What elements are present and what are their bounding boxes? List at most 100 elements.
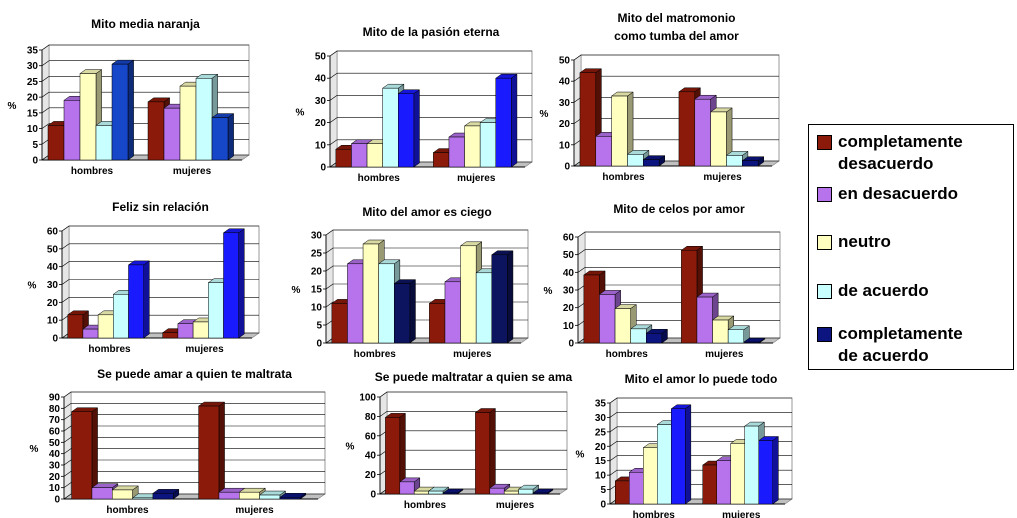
y-tick-label: 70 (49, 415, 61, 426)
bar (642, 155, 666, 167)
y-axis-label: % (8, 101, 17, 112)
bar-front (163, 107, 181, 161)
bar-front (335, 148, 352, 168)
y-tick-label: 25 (595, 427, 607, 438)
bar-front (629, 472, 644, 505)
legend-swatch (817, 327, 832, 342)
bar-front (489, 487, 505, 495)
bar (670, 404, 692, 505)
bar-front (223, 232, 239, 339)
legend-swatch (817, 284, 832, 299)
gridline-side (63, 459, 72, 466)
bar (474, 408, 497, 495)
bar (197, 401, 226, 500)
bar-front (475, 272, 492, 344)
bar-front (460, 245, 477, 344)
y-tick-label: 0 (370, 490, 376, 501)
y-tick-label: 0 (32, 156, 38, 167)
y-tick-label: 5 (32, 140, 38, 151)
y-tick-label: 10 (563, 321, 575, 332)
bar-side (218, 401, 225, 500)
chart-7: Se puede amar a quien te maltrata 0102030… (30, 367, 326, 516)
x-category-label: hombres (633, 510, 676, 518)
gridline-side (577, 267, 586, 273)
x-category-label: mujeres (496, 500, 535, 511)
gridline-side (577, 231, 586, 238)
chart-title: Se puede amar a quien te maltrata (97, 367, 292, 381)
chart-2: Mito de la pasión eterna 0 10 20 30 40 50% homb… (296, 25, 533, 184)
bar-front (702, 464, 717, 505)
x-category-label: mujeres (457, 173, 496, 184)
legend-label: neutro (838, 232, 891, 251)
y-tick-label: 10 (315, 140, 327, 151)
y-tick-label: 10 (27, 124, 39, 135)
bar (111, 59, 135, 161)
y-tick-label: 25 (27, 77, 39, 88)
bar-front (464, 125, 481, 168)
bar-side (227, 113, 234, 161)
bar (757, 436, 780, 505)
legend-label: completamente (838, 324, 963, 343)
y-tick-label: 5 (600, 485, 606, 496)
bar-front (347, 263, 364, 344)
x-category-label: mujeres (235, 505, 274, 516)
bar-front (518, 488, 534, 495)
bar (709, 107, 733, 167)
y-tick-label: 0 (568, 339, 574, 350)
bar-front (611, 95, 628, 167)
gridline-side (61, 297, 70, 303)
y-tick-label: 20 (365, 470, 377, 481)
gridline-side (609, 455, 618, 461)
gridline-side (63, 414, 72, 420)
y-axis-label: % (576, 450, 585, 461)
bar-front (111, 63, 129, 161)
x-category-label: hombres (106, 505, 149, 516)
chart-title: como tumba del amor (614, 29, 739, 43)
bar-front (716, 460, 731, 505)
bar-front (429, 303, 446, 344)
gridline-side (325, 265, 334, 272)
chart-9: Mito el amor lo puede todo 0 5 10 15 20 25 30 35… (576, 372, 793, 518)
legend-swatch (817, 135, 832, 150)
bar (384, 412, 407, 495)
bar-front (162, 332, 179, 339)
bar (532, 488, 554, 495)
gridline-side (329, 95, 338, 101)
y-tick-label: 40 (365, 451, 377, 462)
x-category-label: hombres (71, 166, 114, 177)
y-axis-label: % (296, 108, 305, 119)
legend-item-completamente-desacuerdo: completamente desacuerdo (817, 131, 963, 175)
y-tick-label: 60 (563, 233, 575, 244)
legend-label: de acuerdo (838, 281, 929, 300)
bar-side (127, 59, 134, 161)
bar-front (279, 497, 301, 500)
y-tick-label: 10 (47, 316, 59, 327)
gridline-side (41, 60, 50, 66)
bar (152, 488, 180, 500)
gridline-side (609, 469, 618, 476)
gridline-side (63, 425, 72, 432)
chart-8: Se puede maltratar a quien se ama 0 20 40 60… (346, 370, 573, 511)
y-tick-label: 20 (595, 442, 607, 453)
bar-front (678, 91, 696, 167)
bar-front (744, 425, 759, 505)
bar-front (394, 283, 411, 344)
bar (741, 156, 765, 167)
gridline-side (325, 301, 334, 308)
y-axis-label: % (346, 442, 355, 453)
gridline-side (329, 50, 338, 57)
bar-front (428, 490, 444, 495)
bar-side (409, 279, 416, 344)
chart-title: Mito de la pasión eterna (363, 25, 500, 39)
gridline-side (379, 391, 388, 398)
bar-front (113, 294, 129, 339)
x-category-label: mujeres (703, 172, 742, 183)
gridline-side (61, 225, 70, 232)
bar (645, 328, 669, 344)
bar-front (444, 281, 461, 344)
gridline-side (61, 279, 70, 285)
y-tick-label: 0 (564, 162, 570, 173)
bar-front (97, 314, 114, 339)
bar-front (331, 303, 348, 344)
bar-front (192, 321, 209, 339)
